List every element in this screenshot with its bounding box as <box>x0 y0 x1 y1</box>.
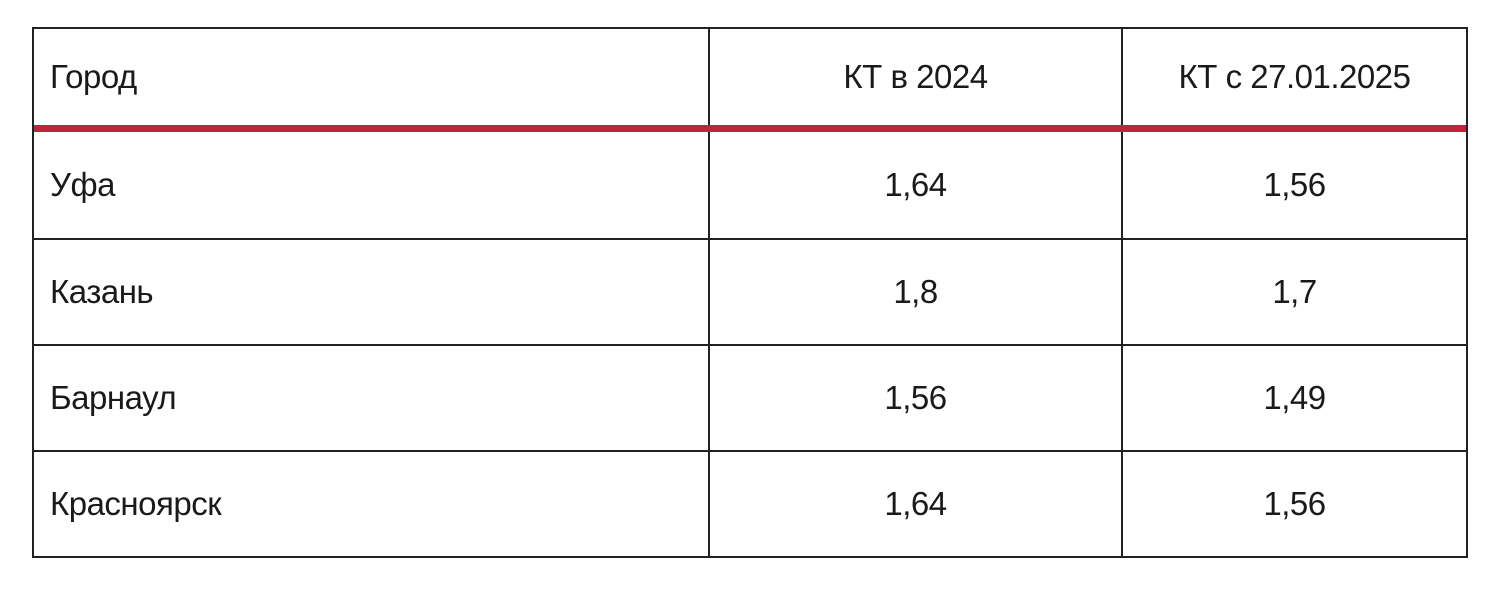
table-cell: 1,49 <box>1121 346 1466 450</box>
table-row: Барнаул 1,56 1,49 <box>34 344 1466 450</box>
table-cell: Барнаул <box>50 379 177 416</box>
table-row: Казань 1,8 1,7 <box>34 238 1466 344</box>
table: Город КТ в 2024 КТ с 27.01.2025 Уфа 1,64 1,56… <box>32 27 1468 558</box>
table-cell: Уфа <box>50 166 115 203</box>
header-cell: КТ в 2024 <box>708 29 1121 125</box>
table-cell: 1,7 <box>1121 240 1466 344</box>
header-cell: Город <box>50 58 137 95</box>
table-cell: Казань <box>50 273 154 310</box>
header-row: Город КТ в 2024 КТ с 27.01.2025 <box>34 29 1466 132</box>
table-cell: 1,64 <box>708 452 1121 556</box>
table-row: Красноярск 1,64 1,56 <box>34 450 1466 556</box>
table-cell: 1,56 <box>708 346 1121 450</box>
table-cell: 1,56 <box>1121 452 1466 556</box>
table-cell: 1,8 <box>708 240 1121 344</box>
table-cell: 1,56 <box>1121 132 1466 238</box>
table-cell: 1,64 <box>708 132 1121 238</box>
table-cell: Красноярск <box>50 485 222 522</box>
header-cell: КТ с 27.01.2025 <box>1121 29 1466 125</box>
table-row: Уфа 1,64 1,56 <box>34 132 1466 238</box>
